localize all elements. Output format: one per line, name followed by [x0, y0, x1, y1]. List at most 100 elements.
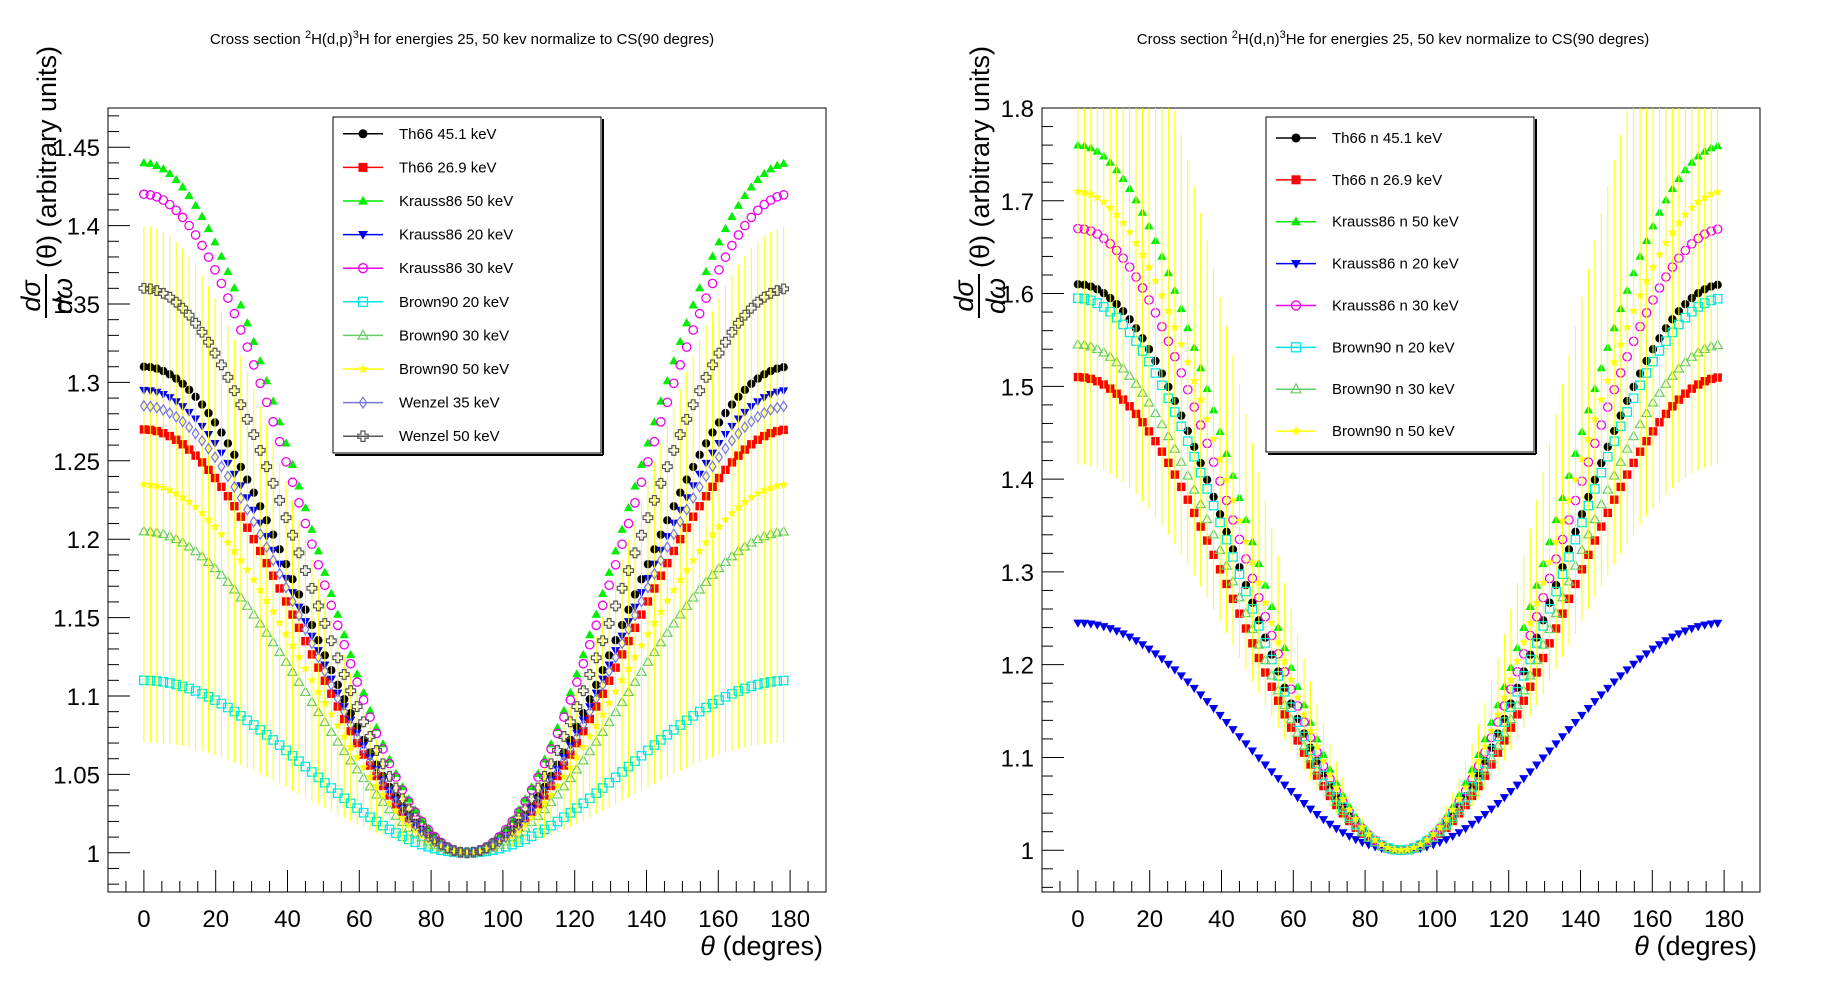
data-point [346, 649, 356, 659]
data-point [727, 211, 737, 220]
data-point [708, 460, 717, 473]
data-point [695, 283, 705, 292]
data-point [255, 585, 266, 595]
data-point [1467, 769, 1477, 779]
data-point [533, 805, 543, 815]
legend-entry: Th66 n 45.1 keV [1276, 130, 1442, 147]
data-point [636, 477, 647, 488]
data-point [1111, 209, 1122, 219]
series-brown90-50-kev [139, 226, 789, 857]
data-point [436, 841, 446, 852]
data-point [623, 518, 634, 529]
data-area [1072, 108, 1724, 856]
data-point [500, 834, 511, 844]
legend-entry: Th66 26.9 keV [343, 159, 497, 176]
data-point [178, 182, 188, 191]
data-point [1208, 433, 1219, 444]
data-point [455, 847, 466, 857]
data-point [462, 847, 472, 857]
data-point [1344, 832, 1354, 842]
data-point [358, 762, 369, 772]
data-point [1338, 793, 1348, 804]
data-point [371, 722, 382, 732]
data-point [274, 436, 285, 447]
legend-marker [358, 129, 368, 139]
data-point [701, 266, 711, 276]
data-point [203, 336, 214, 348]
data-point [1409, 842, 1419, 852]
data-point [661, 461, 673, 473]
legend-entry: Brown90 20 keV [343, 294, 509, 311]
data-point [1603, 684, 1613, 694]
data-point [294, 651, 304, 662]
y-tick-label: 1.1 [1001, 745, 1034, 772]
data-point [1461, 825, 1471, 834]
data-point [1124, 633, 1135, 642]
legend-marker [1290, 300, 1302, 311]
data-point [1266, 617, 1277, 627]
data-point [1615, 339, 1626, 349]
data-point [300, 663, 311, 673]
data-point [423, 834, 434, 844]
data-point [1196, 691, 1206, 700]
data-point [1292, 692, 1303, 702]
legend-box [332, 116, 602, 454]
data-point [675, 336, 685, 346]
x-tick-label: 20 [1136, 906, 1163, 933]
data-point [268, 416, 278, 427]
data-point [1157, 655, 1167, 664]
legend: Th66 n 45.1 keV Th66 n 26.9 keV Krauss86 n… [1265, 116, 1537, 455]
legend-label: Brown90 n 20 keV [1332, 339, 1455, 356]
data-point [249, 515, 258, 528]
data-point [642, 512, 654, 524]
data-point [513, 812, 525, 824]
legend-entry: Th66 45.1 keV [343, 126, 497, 143]
data-point [713, 347, 725, 359]
data-point [675, 574, 686, 584]
data-point [338, 669, 350, 680]
data-point [688, 300, 698, 309]
data-point [268, 606, 278, 616]
data-point [720, 223, 731, 233]
data-point [1376, 839, 1387, 849]
data-point [752, 296, 764, 308]
y-tick-label: 1.4 [67, 214, 100, 241]
data-point [228, 385, 240, 397]
data-point [1448, 832, 1458, 842]
data-point [358, 695, 369, 705]
data-point [314, 651, 323, 664]
data-point [294, 609, 304, 622]
data-point [591, 620, 602, 631]
data-point [1583, 704, 1594, 714]
data-point [546, 776, 556, 789]
x-tick-label: 140 [1560, 906, 1600, 933]
data-point [345, 741, 356, 752]
data-point [585, 705, 594, 718]
data-point [1622, 666, 1632, 675]
data-point [372, 765, 381, 778]
data-point [1150, 275, 1161, 285]
data-point [1667, 227, 1678, 237]
data-point [190, 502, 201, 512]
data-point [1480, 741, 1490, 751]
data-point [145, 158, 155, 167]
legend-label: Wenzel 50 keV [399, 428, 500, 445]
data-point [332, 720, 343, 730]
data-point [378, 789, 388, 799]
data-point [177, 492, 188, 502]
y-tick-label: 1.8 [1001, 96, 1034, 123]
data-point [1680, 209, 1691, 219]
data-point [1706, 189, 1716, 199]
data-point [197, 507, 207, 518]
data-point [565, 695, 576, 705]
data-point [597, 600, 608, 611]
data-point [281, 629, 291, 639]
data-point [720, 252, 731, 262]
data-point [1241, 536, 1251, 546]
data-point [1706, 620, 1716, 629]
data-point [1331, 782, 1342, 792]
data-point [636, 459, 647, 468]
data-point [172, 410, 181, 423]
data-point [1350, 813, 1361, 823]
x-tick-label: 0 [137, 906, 150, 933]
